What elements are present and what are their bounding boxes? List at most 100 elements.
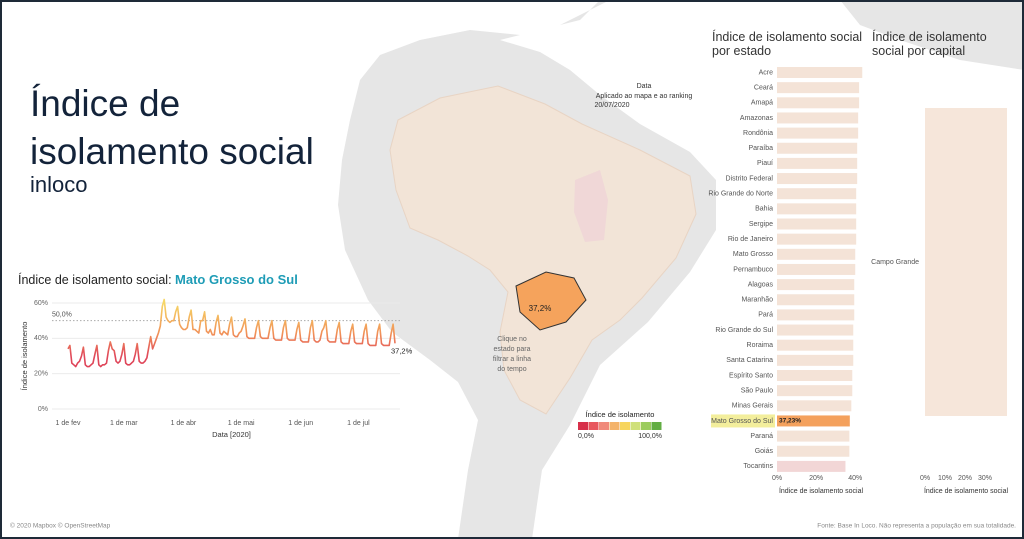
category-label[interactable]: Ceará bbox=[754, 84, 773, 91]
category-label[interactable]: Piauí bbox=[757, 160, 773, 167]
bar[interactable] bbox=[777, 370, 853, 381]
click-note: estado para bbox=[494, 346, 531, 353]
category-label[interactable]: Pará bbox=[758, 312, 773, 319]
x-tick-label: 0% bbox=[772, 475, 782, 482]
bar[interactable] bbox=[777, 400, 852, 412]
click-note: filtrar a linha bbox=[493, 356, 531, 363]
bar[interactable] bbox=[777, 173, 858, 185]
date-title: Data bbox=[637, 83, 652, 90]
bar[interactable] bbox=[777, 67, 863, 78]
category-label[interactable]: Maranhão bbox=[741, 297, 773, 304]
state-label: 37,2% bbox=[529, 304, 552, 313]
category-label[interactable]: Espírito Santo bbox=[729, 372, 773, 379]
category-label[interactable]: Distrito Federal bbox=[726, 175, 774, 182]
y-tick-label: 60% bbox=[34, 300, 48, 307]
selected-state[interactable] bbox=[515, 271, 587, 331]
bar[interactable] bbox=[777, 248, 856, 260]
x-tick-label: 40% bbox=[848, 475, 862, 482]
category-label[interactable]: Campo Grande bbox=[871, 259, 919, 266]
bar[interactable] bbox=[777, 203, 857, 215]
legend-swatch bbox=[641, 422, 651, 430]
category-label[interactable]: Amazonas bbox=[740, 115, 774, 122]
bar[interactable] bbox=[777, 324, 854, 336]
category-label[interactable]: São Paulo bbox=[741, 387, 773, 394]
category-label[interactable]: Minas Gerais bbox=[732, 403, 774, 410]
main-title: Índice de isolamento social bbox=[30, 83, 314, 172]
bar[interactable] bbox=[777, 415, 850, 427]
category-label[interactable]: Goiás bbox=[755, 448, 774, 455]
category-label[interactable]: Paraíba bbox=[748, 145, 773, 152]
bar[interactable] bbox=[777, 97, 860, 109]
x-tick-label: 1 de jun bbox=[288, 420, 313, 427]
x-axis-title: Índice de isolamento social bbox=[924, 486, 1008, 495]
brand: inloco bbox=[30, 172, 88, 197]
category-label[interactable]: Mato Grosso bbox=[733, 251, 773, 258]
date-note: Aplicado ao mapa e ao ranking bbox=[596, 93, 693, 100]
bar[interactable] bbox=[777, 445, 850, 457]
bar[interactable] bbox=[777, 188, 857, 200]
bar[interactable] bbox=[777, 233, 857, 245]
category-label[interactable]: Roraima bbox=[747, 342, 774, 349]
reference-label: 50,0% bbox=[52, 312, 72, 319]
category-label[interactable]: Rio de Janeiro bbox=[728, 236, 773, 243]
bar[interactable] bbox=[925, 108, 1007, 416]
label-highlight bbox=[711, 414, 775, 428]
bar[interactable] bbox=[777, 279, 855, 291]
category-label[interactable]: Santa Catarina bbox=[726, 357, 773, 364]
x-tick-label: 1 de abr bbox=[171, 420, 197, 427]
legend-tick-label: 100,0% bbox=[638, 433, 662, 440]
legend-swatch bbox=[630, 422, 641, 430]
bar[interactable] bbox=[777, 309, 855, 321]
bar[interactable] bbox=[777, 354, 854, 366]
click-note: do tempo bbox=[497, 366, 526, 373]
category-label[interactable]: Pernambuco bbox=[733, 266, 773, 273]
y-tick-label: 20% bbox=[34, 371, 48, 378]
land bbox=[840, 0, 1024, 70]
x-tick-label: 1 de fev bbox=[56, 420, 81, 427]
bar[interactable] bbox=[777, 82, 860, 94]
category-label[interactable]: Rio Grande do Sul bbox=[715, 327, 773, 334]
x-tick-label: 1 de jul bbox=[347, 420, 370, 427]
bar[interactable] bbox=[777, 127, 859, 139]
bar[interactable] bbox=[777, 294, 855, 306]
click-note: Clique no bbox=[497, 336, 527, 343]
y-tick-label: 40% bbox=[34, 335, 48, 342]
category-label[interactable]: Rio Grande do Norte bbox=[708, 191, 773, 198]
bar[interactable] bbox=[777, 263, 856, 275]
source: Fonte: Base In Loco. Não representa a po… bbox=[817, 523, 1016, 530]
category-label[interactable]: Paraná bbox=[750, 433, 773, 440]
bar[interactable] bbox=[777, 339, 854, 351]
category-label[interactable]: Tocantins bbox=[743, 463, 773, 470]
bar[interactable] bbox=[777, 142, 858, 154]
date-value[interactable]: 20/07/2020 bbox=[594, 102, 629, 109]
y-tick-label: 0% bbox=[38, 406, 48, 413]
y-axis-title: Índice de isolamento bbox=[20, 322, 29, 391]
line bbox=[67, 298, 396, 368]
chart-title: Índice de isolamento social por capital bbox=[872, 30, 987, 58]
bar[interactable] bbox=[777, 218, 857, 230]
category-label[interactable]: Acre bbox=[759, 69, 774, 76]
category-label[interactable]: Bahia bbox=[755, 206, 773, 213]
bar[interactable] bbox=[777, 385, 853, 397]
brazil-state bbox=[574, 170, 608, 242]
category-label[interactable]: Alagoas bbox=[748, 281, 774, 288]
category-label[interactable]: Amapá bbox=[751, 100, 773, 107]
bar[interactable] bbox=[777, 460, 846, 472]
category-label[interactable]: Rondônia bbox=[743, 130, 773, 137]
x-tick-label: 0% bbox=[920, 475, 930, 482]
bar[interactable] bbox=[777, 112, 859, 124]
legend-title: Índice de isolamento bbox=[586, 410, 655, 419]
legend-swatch bbox=[651, 422, 662, 430]
bar[interactable] bbox=[777, 157, 858, 169]
x-tick-label: 30% bbox=[978, 475, 992, 482]
x-axis-title: Índice de isolamento social bbox=[779, 486, 863, 495]
x-tick-label: 20% bbox=[809, 475, 823, 482]
category-label[interactable]: Mato Grosso do Sul bbox=[711, 418, 773, 425]
bar[interactable] bbox=[777, 430, 850, 442]
category-label[interactable]: Sergipe bbox=[749, 221, 773, 228]
x-tick-label: 1 de mai bbox=[228, 420, 255, 427]
chart-title: Índice de isolamento social por estado bbox=[712, 30, 863, 58]
x-tick-label: 20% bbox=[958, 475, 972, 482]
legend-tick-label: 0,0% bbox=[578, 433, 594, 440]
